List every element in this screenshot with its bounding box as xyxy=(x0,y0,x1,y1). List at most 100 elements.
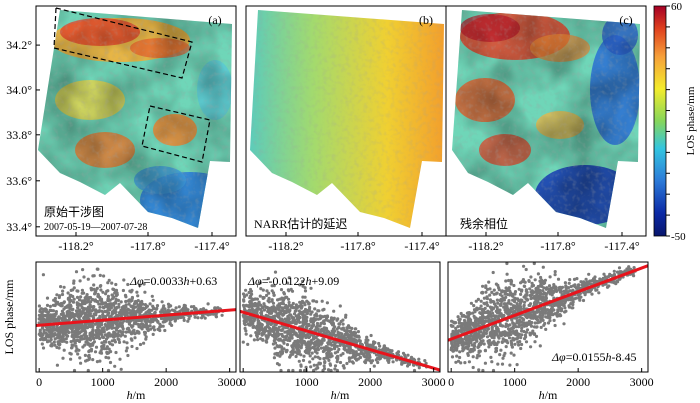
scatter-point xyxy=(77,302,81,306)
scatter-point xyxy=(483,310,487,314)
scatter-point xyxy=(341,326,345,330)
scatter-point xyxy=(286,288,290,292)
scatter-point xyxy=(139,309,143,313)
scatter-point xyxy=(56,333,60,337)
scatter-point xyxy=(544,315,548,319)
scatter-point xyxy=(506,288,510,292)
scatter-point xyxy=(92,283,96,287)
scatter-point xyxy=(250,322,254,326)
scatter-point xyxy=(114,294,118,298)
scatter-point xyxy=(85,297,89,301)
scatter-point xyxy=(366,358,370,362)
scatter-x-tick-label: 1000 xyxy=(91,375,115,389)
scatter-point xyxy=(597,291,601,295)
scatter-point xyxy=(60,309,64,313)
scatter-point xyxy=(82,291,86,295)
scatter-point xyxy=(466,311,470,315)
scatter-point xyxy=(307,302,311,306)
scatter-point xyxy=(302,354,306,358)
scatter-point xyxy=(321,315,325,319)
scatter-point xyxy=(450,355,455,359)
scatter-point xyxy=(473,316,477,320)
scatter-point xyxy=(177,305,181,309)
scatter-point xyxy=(571,306,575,310)
scatter-point xyxy=(486,303,490,308)
scatter-point xyxy=(137,331,141,335)
scatter-point xyxy=(104,292,108,296)
scatter-point xyxy=(504,286,508,290)
scatter-point xyxy=(350,360,354,364)
scatter-point xyxy=(523,280,527,284)
scatter-point xyxy=(271,342,275,346)
scatter-point xyxy=(68,351,72,355)
scatter-point xyxy=(130,295,134,300)
scatter-point xyxy=(125,311,129,315)
scatter-point xyxy=(122,340,126,344)
scatter-point xyxy=(267,332,271,336)
scatter-point xyxy=(91,328,95,332)
scatter-point xyxy=(126,299,130,303)
scatter-panel-a: Δφ=0.0033h+0.63 0 1000 2000 3000 LOS phase/… xyxy=(2,261,242,389)
scatter-point xyxy=(294,305,298,310)
scatter-point xyxy=(532,296,536,300)
scatter-point xyxy=(245,315,249,319)
scatter-point xyxy=(454,360,458,364)
scatter-point xyxy=(37,313,42,317)
scatter-point xyxy=(544,308,548,312)
scatter-point xyxy=(527,279,531,283)
scatter-point xyxy=(496,283,500,287)
scatter-point xyxy=(299,364,303,368)
scatter-x-labels: h/m h/m h/m xyxy=(127,388,558,402)
scatter-point xyxy=(87,311,91,315)
scatter-point xyxy=(245,293,249,297)
scatter-point xyxy=(293,332,297,336)
scatter-point xyxy=(106,281,110,285)
scatter-point xyxy=(45,303,50,307)
scatter-point xyxy=(308,354,312,358)
scatter-point xyxy=(254,331,258,335)
scatter-point xyxy=(119,367,123,371)
scatter-point xyxy=(325,301,329,305)
scatter-point xyxy=(55,326,59,330)
scatter-point xyxy=(322,364,326,368)
scatter-point xyxy=(298,368,302,373)
scatter-point xyxy=(288,328,292,332)
scatter-point xyxy=(488,293,492,297)
scatter-point xyxy=(153,318,157,322)
scatter-point xyxy=(151,326,155,330)
scatter-point xyxy=(530,296,534,300)
scatter-point xyxy=(116,314,120,318)
scatter-point xyxy=(333,334,338,338)
scatter-point xyxy=(517,319,521,323)
scatter-point xyxy=(406,353,410,357)
scatter-point xyxy=(98,273,102,277)
scatter-point xyxy=(424,361,428,365)
scatter-point xyxy=(454,329,458,333)
scatter-point xyxy=(72,315,76,319)
scatter-point xyxy=(134,305,138,309)
scatter-point xyxy=(336,357,340,361)
scatter-point xyxy=(468,340,472,344)
scatter-point xyxy=(80,299,84,303)
scatter-point xyxy=(503,351,507,355)
scatter-point xyxy=(455,354,459,358)
map-x-tick-label: -118.2° xyxy=(268,239,304,253)
scatter-point xyxy=(85,358,89,362)
scatter-point xyxy=(474,336,478,340)
scatter-x-tick-label: 3000 xyxy=(218,375,242,389)
scatter-point xyxy=(109,302,113,306)
scatter-point xyxy=(115,328,119,332)
scatter-point xyxy=(354,327,358,331)
colorbar-tick-label: 60 xyxy=(671,1,683,13)
scatter-point xyxy=(277,308,281,312)
scatter-point xyxy=(49,338,53,342)
scatter-point xyxy=(293,318,297,322)
map-x-tick-label: -118.2° xyxy=(468,239,504,253)
scatter-point xyxy=(297,359,301,363)
scatter-point xyxy=(76,314,80,318)
scatter-point xyxy=(299,353,303,357)
scatter-point xyxy=(316,327,320,331)
scatter-point xyxy=(304,342,308,347)
scatter-point xyxy=(315,363,319,367)
scatter-point xyxy=(102,343,106,347)
